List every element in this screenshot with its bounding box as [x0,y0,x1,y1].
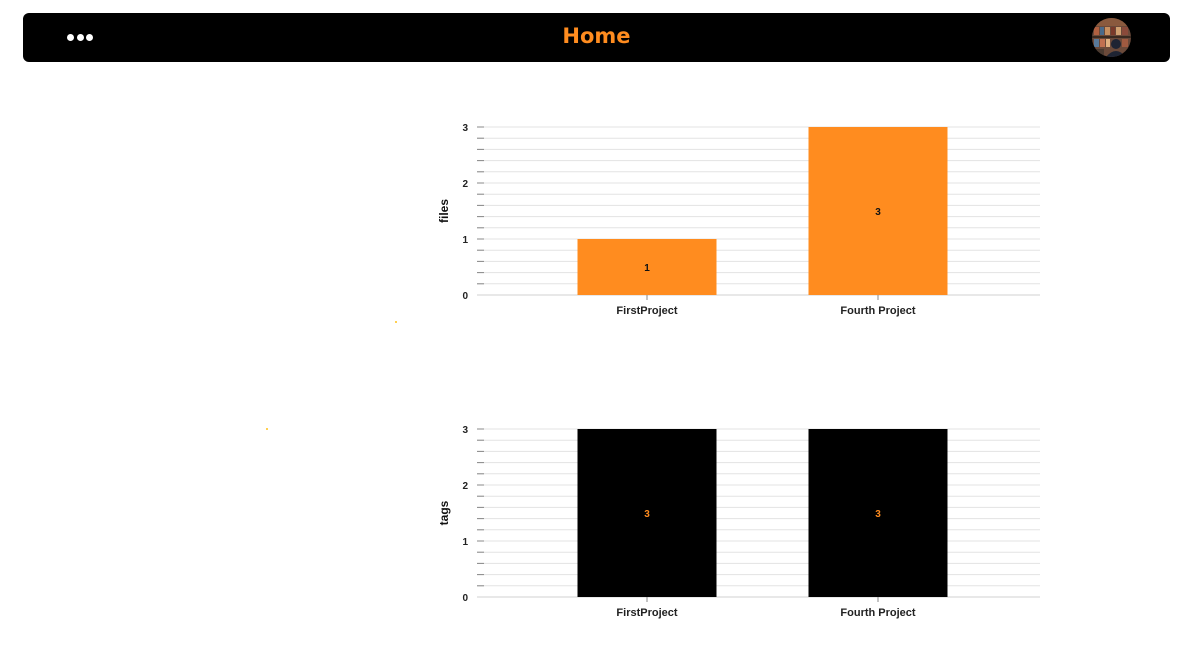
bar [577,429,717,597]
bar [808,127,948,295]
y-axis-title: files [437,199,451,223]
y-tick-label: 1 [462,235,468,246]
y-tick-label: 2 [462,481,468,492]
y-tick-label: 3 [462,123,468,134]
more-menu-icon[interactable] [67,27,93,47]
menu-dot [76,33,84,41]
bar [577,239,717,295]
x-category-label: Fourth Project [840,607,916,619]
bar-value-label: 3 [644,509,650,520]
files-bar-chart: 0 1 2 3 1 FirstProject 3 Fourth Project files [420,110,1060,330]
menu-dot [67,33,74,41]
bar [808,429,948,597]
decorative-dot [266,428,268,430]
x-category-label: FirstProject [616,607,677,619]
chart-svg: 0 1 2 3 3 FirstProject 3 Fourth Project tags [437,425,1040,619]
y-axis-title: tags [437,500,451,525]
bar-value-label: 3 [875,207,881,218]
y-tick-label: 2 [462,179,468,190]
menu-dot [86,33,93,41]
avatar-image [1092,18,1131,57]
bar-value-label: 1 [644,263,650,274]
chart-svg: 0 1 2 3 1 FirstProject 3 Fourth Project files [437,123,1040,317]
top-app-bar: Home [23,13,1170,62]
page-title: Home [562,24,631,48]
y-tick-label: 3 [462,425,468,436]
bar-value-label: 3 [875,509,881,520]
y-tick-label: 0 [462,291,468,302]
x-category-label: Fourth Project [840,305,916,317]
x-category-label: FirstProject [616,305,677,317]
user-avatar[interactable] [1092,18,1131,57]
tags-bar-chart: 0 1 2 3 3 FirstProject 3 Fourth Project tags [420,412,1060,632]
decorative-dot [395,321,397,323]
y-tick-label: 1 [462,537,468,548]
y-tick-label: 0 [462,593,468,604]
